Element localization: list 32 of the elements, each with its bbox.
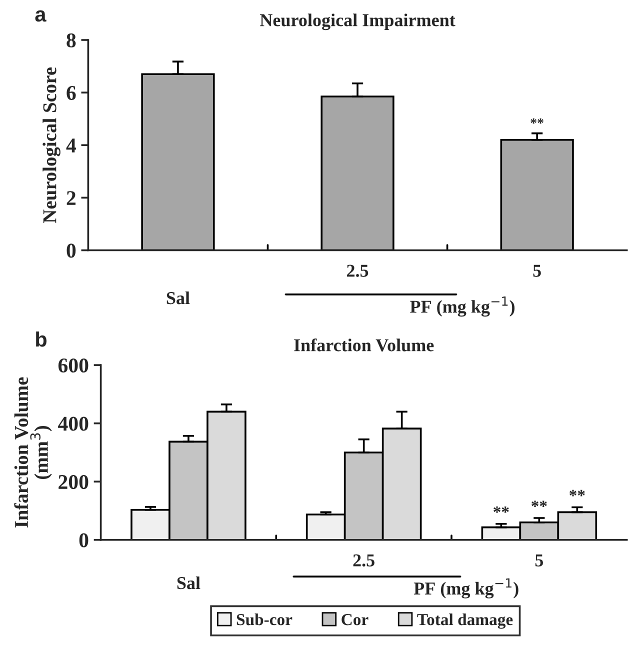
annotation: ** bbox=[570, 490, 585, 496]
annotation: ** bbox=[532, 500, 547, 507]
chart-title: Neurological Impairment bbox=[260, 14, 456, 30]
x-tick-label: 5 bbox=[533, 264, 541, 277]
chart-title: Infarction Volume bbox=[294, 338, 434, 352]
bar bbox=[500, 138, 574, 250]
text: b bbox=[36, 331, 47, 347]
bar bbox=[320, 96, 394, 250]
x-tick-label: 2.5 bbox=[347, 264, 368, 277]
y-tick-label: 8 bbox=[66, 33, 76, 48]
legend-label: Total damage bbox=[417, 613, 513, 629]
legend-label: Cor bbox=[342, 614, 368, 626]
y-axis-title: Neurological Score bbox=[42, 67, 60, 223]
y-axis-title: Infarction Volume (mm$^{3}$) bbox=[14, 377, 52, 528]
y-tick-label: 200 bbox=[58, 474, 88, 490]
y-tick-label: 0 bbox=[79, 533, 88, 548]
x-axis-title: PF (mg kg$^{−1}$) bbox=[410, 296, 514, 317]
x-tick-label: 5 bbox=[535, 554, 544, 566]
annotation: ** bbox=[494, 506, 509, 513]
y-tick-label: 0 bbox=[66, 244, 76, 258]
y-tick-label: 600 bbox=[58, 358, 88, 373]
y-tick-label: 400 bbox=[58, 416, 88, 431]
x-tick-label: Sal bbox=[177, 576, 200, 590]
y-tick-label: 2 bbox=[66, 191, 76, 205]
x-axis-title: PF (mg kg$^{−1}$) bbox=[414, 578, 518, 598]
x-tick-label: Sal bbox=[166, 291, 190, 304]
annotation: ** bbox=[530, 118, 544, 124]
y-tick-label: 6 bbox=[66, 86, 76, 100]
x-tick-label: 2.5 bbox=[353, 554, 374, 567]
y-tick-label: 4 bbox=[66, 138, 76, 152]
legend-label: Sub-cor bbox=[236, 613, 292, 626]
text: a bbox=[35, 10, 46, 22]
